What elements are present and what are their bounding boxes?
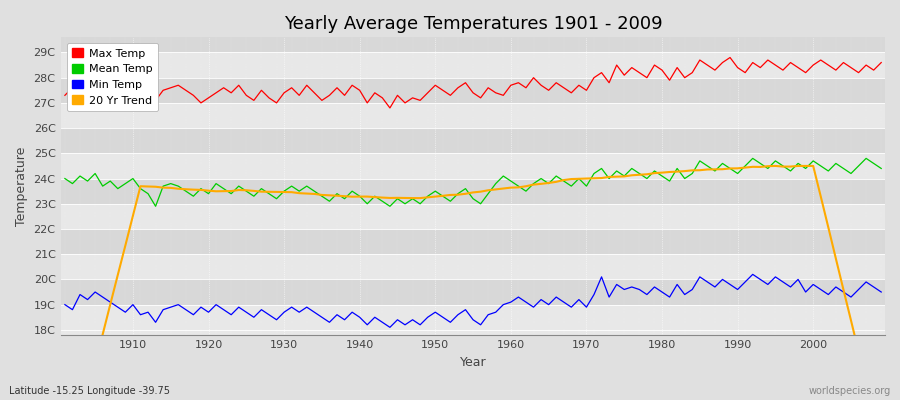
Bar [61,153,885,178]
Text: worldspecies.org: worldspecies.org [809,386,891,396]
Bar [61,229,885,254]
Bar [61,254,885,280]
Legend: Max Temp, Mean Temp, Min Temp, 20 Yr Trend: Max Temp, Mean Temp, Min Temp, 20 Yr Tre… [67,43,158,111]
Bar [61,305,885,330]
Bar [61,103,885,128]
Bar [61,78,885,103]
Bar [61,204,885,229]
Bar [61,52,885,78]
Y-axis label: Temperature: Temperature [15,146,28,226]
X-axis label: Year: Year [460,356,486,369]
Bar [61,128,885,153]
Bar [61,27,885,52]
Text: Latitude -15.25 Longitude -39.75: Latitude -15.25 Longitude -39.75 [9,386,170,396]
Bar [61,178,885,204]
Title: Yearly Average Temperatures 1901 - 2009: Yearly Average Temperatures 1901 - 2009 [284,15,662,33]
Bar [61,280,885,305]
